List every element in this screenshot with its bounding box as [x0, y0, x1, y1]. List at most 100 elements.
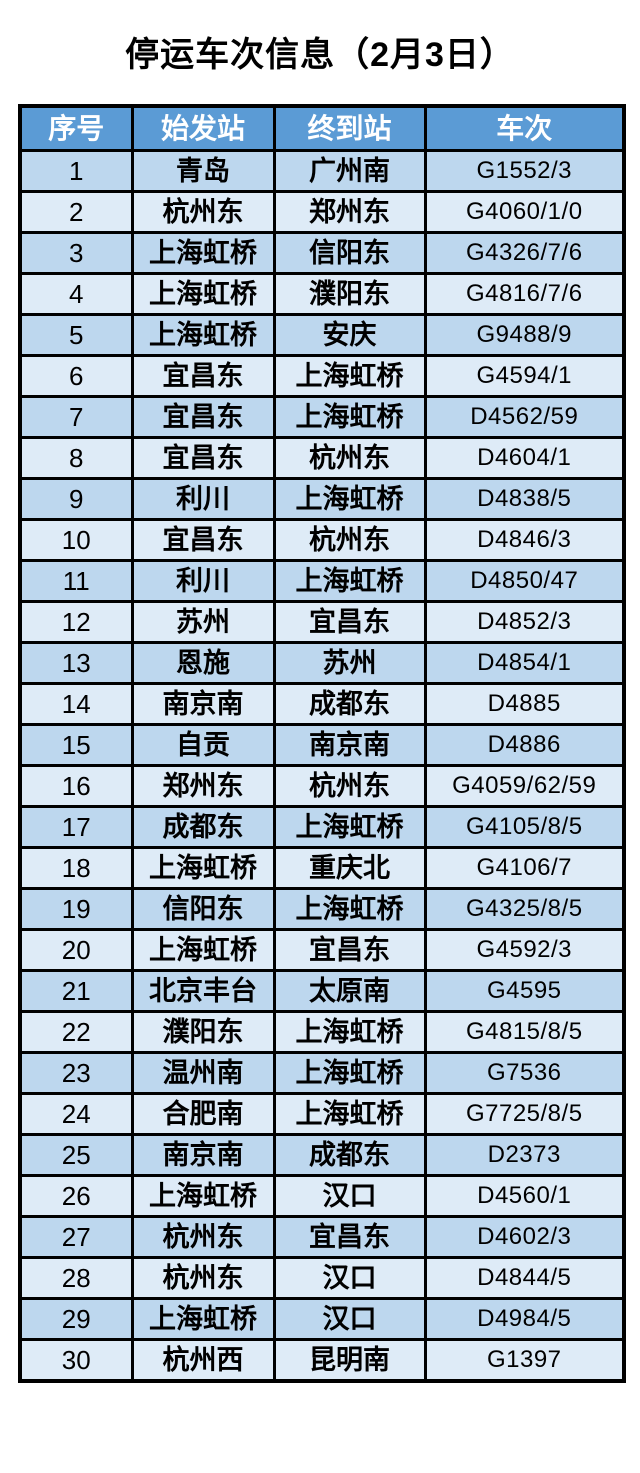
table-header: 序号 始发站 终到站 车次	[18, 104, 626, 152]
cell-destination-station: 上海虹桥	[272, 1092, 427, 1136]
table-row: 16 郑州东 杭州东 G4059/62/59	[18, 764, 626, 808]
cell-origin-station: 自贡	[130, 723, 276, 767]
header-seq-no: 序号	[18, 104, 134, 152]
table-row: 15 自贡 南京南 D4886	[18, 723, 626, 767]
table-row: 7 宜昌东 上海虹桥 D4562/59	[18, 395, 626, 439]
table-row: 23 温州南 上海虹桥 G7536	[18, 1051, 626, 1095]
cell-origin-station: 濮阳东	[130, 1010, 276, 1054]
table-row: 11 利川 上海虹桥 D4850/47	[18, 559, 626, 603]
cell-train-number: G7725/8/5	[423, 1092, 626, 1136]
cell-origin-station: 恩施	[130, 641, 276, 685]
table-row: 3 上海虹桥 信阳东 G4326/7/6	[18, 231, 626, 275]
table-row: 20 上海虹桥 宜昌东 G4592/3	[18, 928, 626, 972]
table-row: 13 恩施 苏州 D4854/1	[18, 641, 626, 685]
cell-seq-no: 29	[18, 1297, 134, 1341]
cell-destination-station: 宜昌东	[272, 600, 427, 644]
cell-destination-station: 上海虹桥	[272, 1051, 427, 1095]
table-row: 8 宜昌东 杭州东 D4604/1	[18, 436, 626, 480]
cell-origin-station: 成都东	[130, 805, 276, 849]
cell-origin-station: 杭州东	[130, 1215, 276, 1259]
table-body: 1 青岛 广州南 G1552/3 2 杭州东 郑州东 G4060/1/0 3 上海虹桥 信阳东 G43…	[18, 149, 626, 1383]
table-row: 12 苏州 宜昌东 D4852/3	[18, 600, 626, 644]
cell-train-number: D4852/3	[423, 600, 626, 644]
cell-origin-station: 宜昌东	[130, 395, 276, 439]
cell-train-number: G1552/3	[423, 149, 626, 193]
cell-seq-no: 17	[18, 805, 134, 849]
cell-train-number: D4844/5	[423, 1256, 626, 1300]
cell-destination-station: 上海虹桥	[272, 887, 427, 931]
cell-destination-station: 上海虹桥	[272, 354, 427, 398]
table-row: 4 上海虹桥 濮阳东 G4816/7/6	[18, 272, 626, 316]
cell-seq-no: 14	[18, 682, 134, 726]
cell-seq-no: 20	[18, 928, 134, 972]
cell-train-number: G4326/7/6	[423, 231, 626, 275]
cell-destination-station: 汉口	[272, 1297, 427, 1341]
cell-seq-no: 7	[18, 395, 134, 439]
cell-train-number: D4850/47	[423, 559, 626, 603]
cell-origin-station: 杭州东	[130, 1256, 276, 1300]
cell-destination-station: 宜昌东	[272, 928, 427, 972]
cell-seq-no: 27	[18, 1215, 134, 1259]
cell-destination-station: 苏州	[272, 641, 427, 685]
table-row: 5 上海虹桥 安庆 G9488/9	[18, 313, 626, 357]
cell-origin-station: 宜昌东	[130, 354, 276, 398]
cell-origin-station: 利川	[130, 477, 276, 521]
cell-origin-station: 杭州西	[130, 1338, 276, 1383]
cell-train-number: D4838/5	[423, 477, 626, 521]
cell-seq-no: 26	[18, 1174, 134, 1218]
cell-seq-no: 24	[18, 1092, 134, 1136]
cell-destination-station: 濮阳东	[272, 272, 427, 316]
cell-origin-station: 宜昌东	[130, 436, 276, 480]
cell-seq-no: 3	[18, 231, 134, 275]
cell-destination-station: 汉口	[272, 1256, 427, 1300]
cell-seq-no: 18	[18, 846, 134, 890]
page-title: 停运车次信息（2月3日）	[125, 36, 515, 74]
table-row: 28 杭州东 汉口 D4844/5	[18, 1256, 626, 1300]
header-origin-station: 始发站	[130, 104, 276, 152]
cell-train-number: G4594/1	[423, 354, 626, 398]
cell-destination-station: 上海虹桥	[272, 395, 427, 439]
cell-seq-no: 1	[18, 149, 134, 193]
cell-train-number: G4325/8/5	[423, 887, 626, 931]
table-row: 17 成都东 上海虹桥 G4105/8/5	[18, 805, 626, 849]
header-train-number: 车次	[423, 104, 626, 152]
cell-seq-no: 9	[18, 477, 134, 521]
cell-train-number: G7536	[423, 1051, 626, 1095]
cell-origin-station: 苏州	[130, 600, 276, 644]
table-row: 24 合肥南 上海虹桥 G7725/8/5	[18, 1092, 626, 1136]
cell-train-number: G4595	[423, 969, 626, 1013]
cell-destination-station: 太原南	[272, 969, 427, 1013]
cell-destination-station: 郑州东	[272, 190, 427, 234]
cell-seq-no: 4	[18, 272, 134, 316]
cell-train-number: G1397	[423, 1338, 626, 1383]
cell-destination-station: 上海虹桥	[272, 559, 427, 603]
header-destination-station: 终到站	[272, 104, 427, 152]
cell-seq-no: 30	[18, 1338, 134, 1383]
cell-train-number: G9488/9	[423, 313, 626, 357]
cell-seq-no: 12	[18, 600, 134, 644]
table-row: 14 南京南 成都东 D4885	[18, 682, 626, 726]
cell-seq-no: 2	[18, 190, 134, 234]
cell-origin-station: 郑州东	[130, 764, 276, 808]
cell-destination-station: 成都东	[272, 682, 427, 726]
cell-seq-no: 28	[18, 1256, 134, 1300]
cell-origin-station: 上海虹桥	[130, 1297, 276, 1341]
table-row: 29 上海虹桥 汉口 D4984/5	[18, 1297, 626, 1341]
cell-origin-station: 上海虹桥	[130, 313, 276, 357]
cell-train-number: G4106/7	[423, 846, 626, 890]
cell-origin-station: 杭州东	[130, 190, 276, 234]
header-row: 序号 始发站 终到站 车次	[18, 104, 626, 152]
cell-train-number: G4592/3	[423, 928, 626, 972]
cell-destination-station: 上海虹桥	[272, 1010, 427, 1054]
cell-destination-station: 安庆	[272, 313, 427, 357]
cell-train-number: D4560/1	[423, 1174, 626, 1218]
cell-train-number: D4604/1	[423, 436, 626, 480]
cell-destination-station: 成都东	[272, 1133, 427, 1177]
cell-origin-station: 南京南	[130, 682, 276, 726]
table-row: 25 南京南 成都东 D2373	[18, 1133, 626, 1177]
cell-train-number: G4105/8/5	[423, 805, 626, 849]
cell-origin-station: 上海虹桥	[130, 272, 276, 316]
cell-origin-station: 上海虹桥	[130, 231, 276, 275]
cell-origin-station: 宜昌东	[130, 518, 276, 562]
cell-origin-station: 上海虹桥	[130, 928, 276, 972]
